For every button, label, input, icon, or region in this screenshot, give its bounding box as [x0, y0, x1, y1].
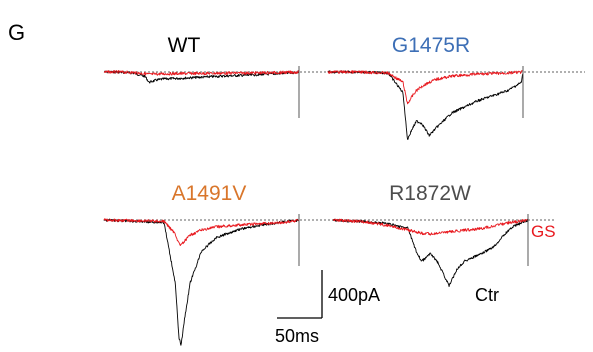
label-ctr: Ctr — [475, 285, 499, 305]
scale-current-label: 400pA — [328, 285, 380, 305]
panel-label: G — [8, 20, 25, 45]
trace-g1475r-gs — [327, 70, 523, 105]
traces-layer — [103, 66, 529, 346]
trace-g1475r-ctr — [327, 70, 524, 140]
trace-a1491v-gs — [103, 218, 300, 246]
title-a1491v: A1491V — [172, 182, 247, 205]
trace-r1872w-gs — [332, 218, 529, 236]
title-g1475r: G1475R — [392, 34, 470, 57]
title-r1872w: R1872W — [389, 182, 471, 205]
title-wt: WT — [168, 34, 201, 57]
scale-time-label: 50ms — [275, 326, 319, 346]
trace-wt-gs — [103, 70, 300, 76]
trace-r1872w-ctr — [332, 218, 529, 288]
label-gs: GS — [531, 222, 556, 241]
trace-a1491v-ctr — [103, 218, 300, 346]
